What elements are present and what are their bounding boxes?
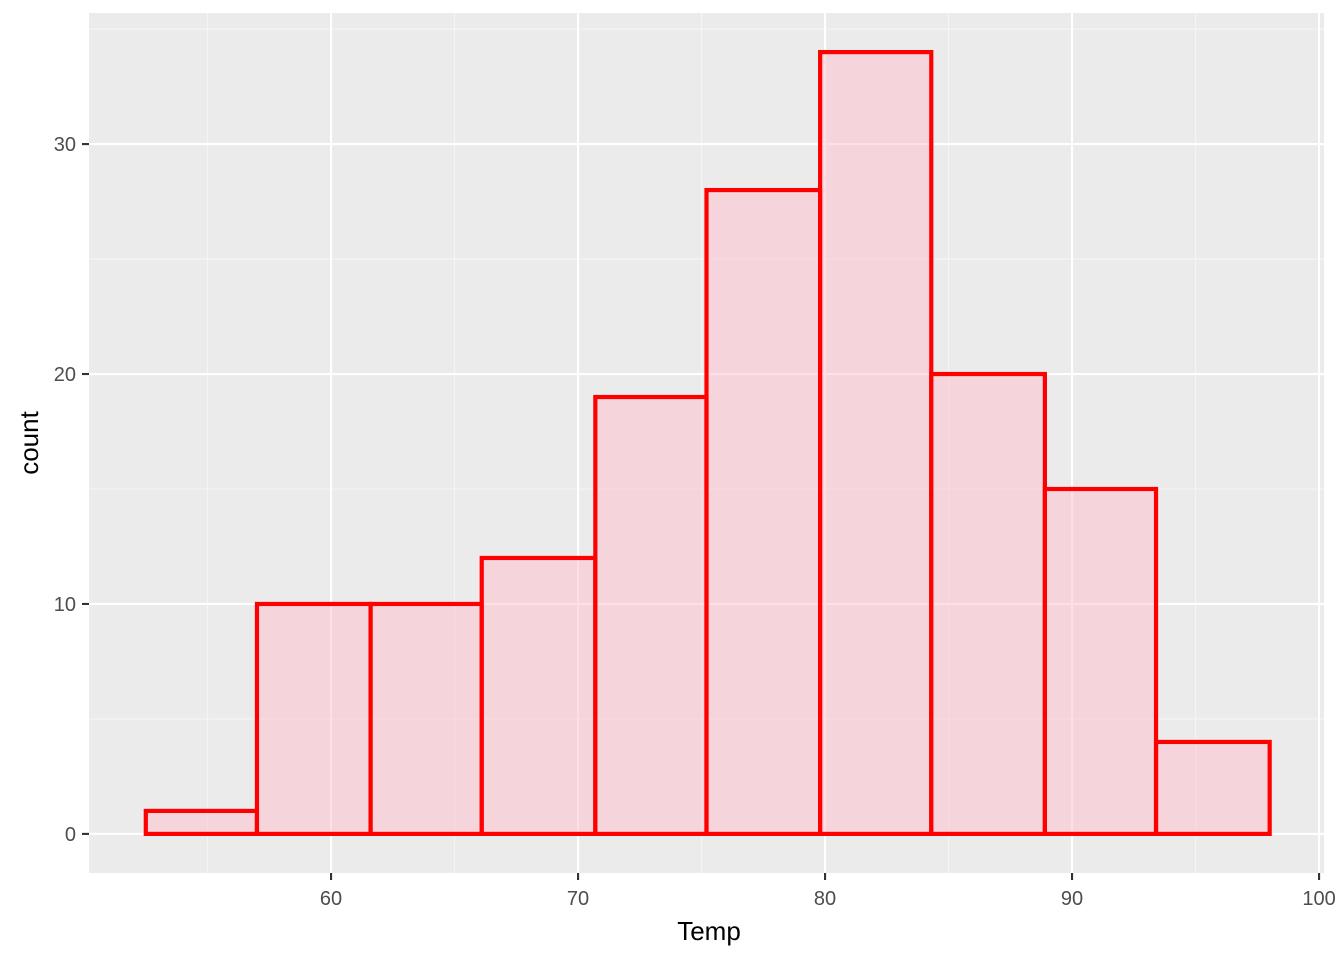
x-axis-title: Temp [677, 916, 741, 946]
histogram-bar [593, 394, 709, 837]
x-axis-ticks: 60 70 80 90 100 [320, 873, 1336, 910]
y-tick-label: 10 [54, 594, 76, 616]
y-tick-label: 30 [54, 134, 76, 156]
x-tick-label: 90 [1061, 888, 1083, 910]
x-tick-label: 100 [1302, 888, 1335, 910]
x-tick-label: 80 [814, 888, 836, 910]
histogram-bar [368, 601, 484, 837]
histogram-bar [704, 187, 823, 837]
y-tick-label: 0 [65, 824, 76, 846]
histogram-bar [818, 49, 934, 837]
y-axis-title: count [14, 410, 44, 474]
histogram-bar [143, 808, 260, 837]
histogram-bar [479, 555, 598, 837]
histogram-bars [143, 49, 1272, 837]
x-tick-label: 60 [320, 888, 342, 910]
histogram-bar [1153, 739, 1272, 837]
y-axis-ticks: 0 10 20 30 [54, 134, 89, 846]
histogram-bar [254, 601, 373, 837]
histogram-bar [929, 371, 1047, 837]
x-tick-label: 70 [567, 888, 589, 910]
histogram-bar [1042, 486, 1159, 837]
y-tick-label: 20 [54, 364, 76, 386]
